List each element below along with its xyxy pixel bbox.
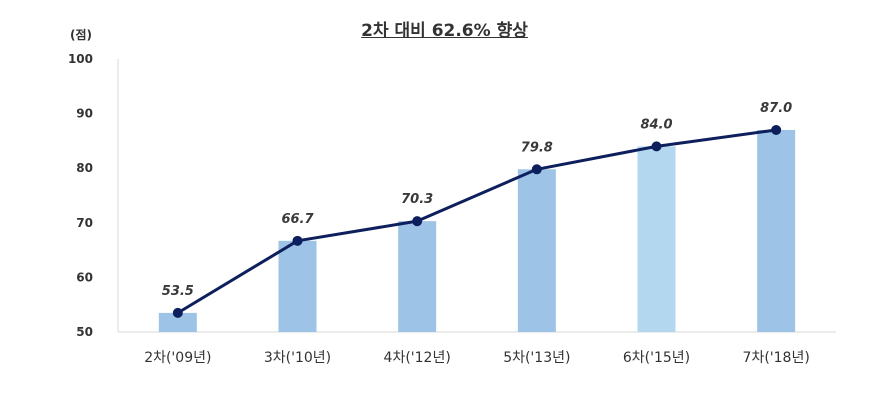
x-tick-label: 4차('12년) (384, 350, 451, 366)
x-tick-label: 3차('10년) (264, 350, 331, 366)
y-axis-unit-label: (점) (70, 28, 93, 42)
data-label: 87.0 (760, 101, 792, 116)
data-label: 70.3 (401, 192, 433, 207)
bar (278, 240, 317, 332)
y-tick-label: 50 (76, 325, 93, 339)
x-axis-categories: 2차('09년) 3차('10년) 4차('12년) 5차('13년) 6차('15년)… (144, 350, 810, 366)
trend-marker (292, 235, 303, 246)
y-tick-label: 70 (76, 216, 93, 230)
x-tick-label: 5차('13년) (503, 350, 570, 366)
data-label: 66.7 (281, 212, 314, 227)
y-tick-label: 100 (68, 52, 93, 66)
trend-line (177, 128, 777, 315)
bars (158, 129, 796, 332)
y-tick-label: 90 (76, 107, 93, 121)
x-tick-label: 2차('09년) (144, 350, 211, 366)
bar (517, 169, 556, 332)
y-axis-ticks: 100 90 80 70 60 50 (68, 52, 93, 339)
data-label: 53.5 (162, 284, 194, 299)
value-labels: 53.5 66.7 70.3 79.8 84.0 87.0 (162, 101, 792, 299)
y-tick-label: 80 (76, 161, 93, 175)
x-tick-label: 7차('18년) (743, 350, 810, 366)
bar (398, 221, 437, 332)
bar (757, 129, 796, 332)
trend-marker (651, 141, 662, 152)
x-tick-label: 6차('15년) (623, 350, 690, 366)
data-label: 79.8 (521, 140, 553, 155)
data-label: 84.0 (640, 117, 672, 132)
trend-marker (771, 124, 782, 135)
bar (158, 312, 197, 332)
bar (637, 146, 676, 332)
chart-title: 2차 대비 62.6% 향상 (361, 21, 528, 41)
trend-marker (412, 216, 423, 227)
trend-marker (172, 307, 183, 318)
y-tick-label: 60 (76, 270, 93, 284)
trend-markers (172, 124, 782, 318)
trend-marker (531, 164, 542, 175)
